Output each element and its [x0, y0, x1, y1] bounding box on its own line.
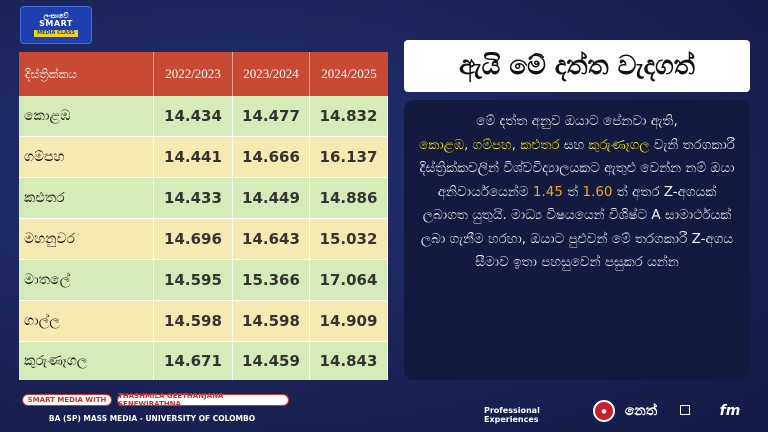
- district-cell: ගම්පහ: [19, 137, 154, 177]
- professional-experiences-label: Professional Experiences: [484, 406, 540, 424]
- value-cell: 14.666: [233, 137, 310, 177]
- radio-square-icon: [680, 405, 690, 415]
- info-text-1: මේ දත්ත අනුව ඔයාට පේනවා ඇති,: [476, 113, 678, 129]
- district-cell: කොළඹ: [19, 96, 154, 136]
- value-cell: 14.696: [154, 219, 233, 259]
- value-cell: 14.643: [233, 219, 310, 259]
- degree-line: BA (SP) MASS MEDIA - UNIVERSITY OF COLOM…: [48, 413, 256, 423]
- value-cell: 14.434: [154, 96, 233, 136]
- value-cell: 14.459: [233, 342, 310, 380]
- smart-media-class-logo: ලංකාවේ SMART MEDIA CLASS: [20, 6, 92, 44]
- value-cell: 17.064: [310, 260, 388, 300]
- header-year-3: 2024/2025: [321, 66, 377, 81]
- value-cell: 14.598: [233, 301, 310, 341]
- header-district: දිස්ත්‍රික්කය: [19, 52, 154, 96]
- info-box: මේ දත්ත අනුව ඔයාට පේනවා ඇති, කොළඹ, ගම්පහ…: [404, 100, 750, 380]
- district-cell: කළුතර: [19, 178, 154, 218]
- table-row: ගාල්ල 14.598 14.598 14.909: [19, 301, 388, 341]
- neth-logo: නෙත්: [624, 403, 658, 419]
- table-header: දිස්ත්‍රික්කය 2022/2023 2023/2024 2024/2…: [19, 52, 388, 96]
- value-cell: 14.595: [154, 260, 233, 300]
- value-cell: 14.598: [154, 301, 233, 341]
- table-row: කුරුණෑගල 14.671 14.459 14.843: [19, 342, 388, 380]
- highlight-kurunegala: කුරුණෑගල: [588, 136, 650, 153]
- table-row: කොළඹ 14.434 14.477 14.832: [19, 96, 388, 136]
- logo-line-1: ලංකාවේ: [43, 12, 69, 20]
- value-cell: 14.671: [154, 342, 233, 380]
- district-cell: ගාල්ල: [19, 301, 154, 341]
- info-text-2: වැනි තරගකාරී දිස්ත්‍රික්කවලින් විශ්වවිද්…: [419, 136, 735, 200]
- value-cell: 14.886: [310, 178, 388, 218]
- info-and: සහ: [559, 136, 589, 153]
- table-row: මහනුවර 14.696 14.643 15.032: [19, 219, 388, 259]
- value-cell: 14.449: [233, 178, 310, 218]
- value-cell: 15.032: [310, 219, 388, 259]
- radio-logo-icon: ●: [593, 400, 615, 422]
- header-year-2: 2023/2024: [233, 52, 310, 96]
- value-cell: 14.441: [154, 137, 233, 177]
- district-cell: මහනුවර: [19, 219, 154, 259]
- value-cell: 15.366: [233, 260, 310, 300]
- presenter-name-tag: THASHMILA GEETHANJANA SENEWIRATHNA: [117, 392, 289, 408]
- value-cell: 14.843: [310, 342, 388, 380]
- logo-line-2: SMART: [39, 19, 73, 28]
- value-cell: 14.477: [233, 96, 310, 136]
- header-year-1: 2022/2023: [154, 52, 233, 96]
- table-row: ගම්පහ 14.441 14.666 16.137: [19, 137, 388, 177]
- radio-station-logo: ●: [590, 396, 618, 426]
- fm-logo: fm: [719, 403, 741, 419]
- highlight-z-high: 1.60: [582, 183, 613, 200]
- logo-line-3: MEDIA CLASS: [34, 30, 78, 37]
- value-cell: 16.137: [310, 137, 388, 177]
- value-cell: 14.832: [310, 96, 388, 136]
- smart-media-tag: SMART MEDIA WITH: [22, 394, 112, 406]
- info-text-3: ත් අතර Z-අගයක් ලබාගත යුතුයි. මාධ්‍ය විෂය…: [420, 183, 734, 271]
- district-cell: කුරුණෑගල: [19, 342, 154, 380]
- district-cell: මාතලේ: [19, 260, 154, 300]
- highlight-z-low: 1.45: [532, 183, 563, 200]
- page-title: ඇයි මේ දත්ත වැදගත්: [404, 40, 750, 92]
- highlight-districts: කොළඹ, ගම්පහ, කළුතර: [419, 136, 560, 153]
- table-row: මාතලේ 14.595 15.366 17.064: [19, 260, 388, 300]
- radio-brand-logo: [666, 396, 704, 426]
- z-score-table: දිස්ත්‍රික්කය 2022/2023 2023/2024 2024/2…: [19, 52, 388, 380]
- value-cell: 14.909: [310, 301, 388, 341]
- info-mid: ත්: [562, 183, 583, 200]
- table-row: කළුතර 14.433 14.449 14.886: [19, 178, 388, 218]
- value-cell: 14.433: [154, 178, 233, 218]
